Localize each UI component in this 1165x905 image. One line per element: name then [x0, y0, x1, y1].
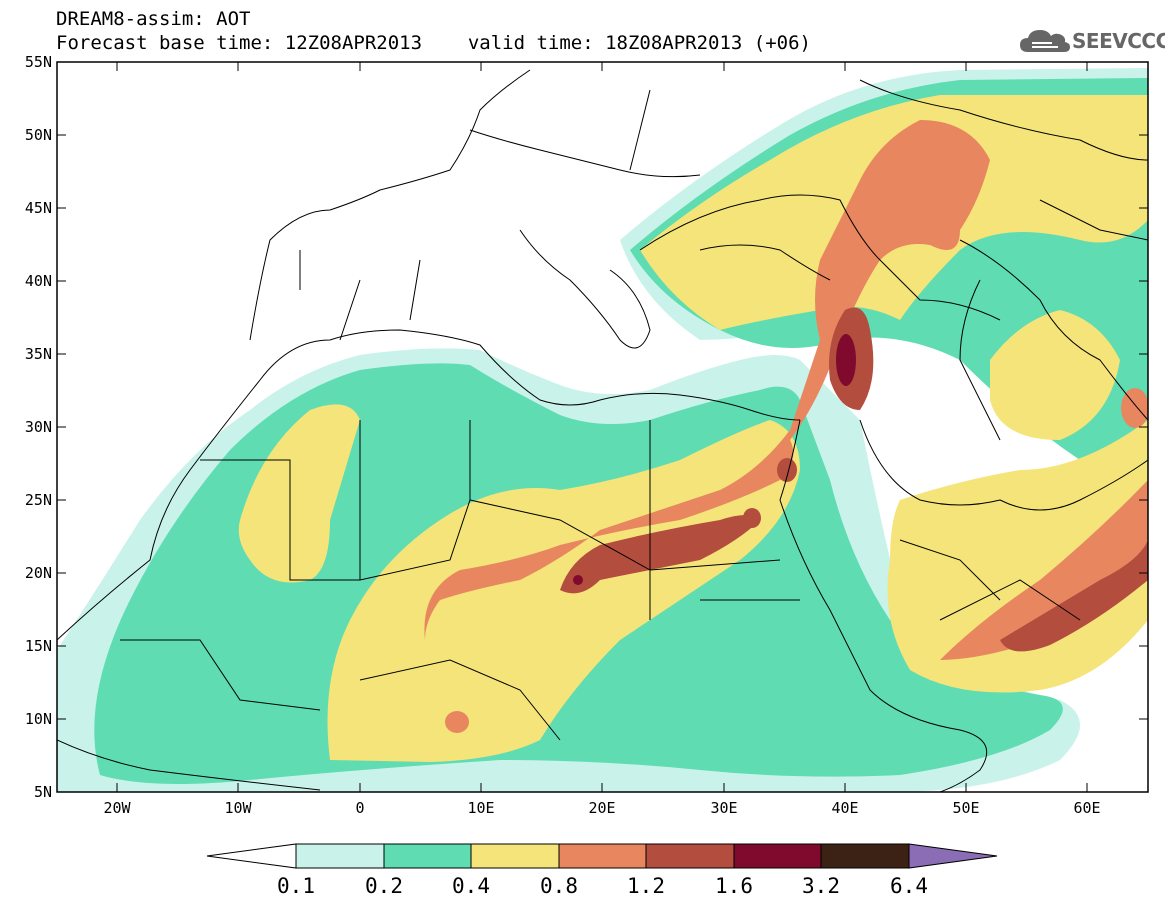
- logo-text: SEEVCCC: [1072, 29, 1165, 53]
- colorbar-labels: 0.1 0.2 0.4 0.8 1.2 1.6 3.2 6.4: [277, 874, 928, 898]
- aot-band-1.6: [836, 334, 856, 386]
- lon-label: 40E: [831, 799, 858, 817]
- colorbar-swatch: [820, 843, 910, 869]
- colorbar-label: 0.8: [540, 874, 578, 898]
- colorbar-label: 1.2: [627, 874, 665, 898]
- time-info: Forecast base time: 12Z08APR2013 valid t…: [56, 32, 811, 54]
- lon-label: 10E: [467, 799, 494, 817]
- aot-band-1.2: [560, 515, 760, 594]
- colorbar-label: 6.4: [890, 874, 928, 898]
- colorbar-swatch: [733, 843, 822, 869]
- colorbar-high-arrow: [908, 843, 998, 869]
- colorbar-label: 0.1: [277, 874, 315, 898]
- colorbar: [206, 843, 998, 869]
- colorbar-swatch: [295, 843, 385, 869]
- lat-axis: 55N 50N 45N 40N 35N 30N 25N 20N 15N 10N …: [25, 53, 1148, 801]
- lat-label: 35N: [25, 345, 52, 363]
- colorbar-label: 1.6: [715, 874, 753, 898]
- lon-label: 0: [355, 799, 364, 817]
- lat-label: 10N: [25, 710, 52, 728]
- lon-label: 20E: [588, 799, 615, 817]
- lon-label: 60E: [1073, 799, 1100, 817]
- aot-band-0.4-west: [238, 404, 360, 583]
- lon-label: 50E: [952, 799, 979, 817]
- seevccc-logo: SEEVCCC: [1018, 26, 1165, 56]
- colorbar-swatch: [645, 843, 735, 869]
- colorbar-label: 0.2: [365, 874, 403, 898]
- colorbar-swatch: [558, 843, 647, 869]
- lat-label: 25N: [25, 491, 52, 509]
- aot-band-0.8-spot-east: [1121, 388, 1148, 428]
- aot-band-1.6-spot: [573, 575, 583, 585]
- lat-label: 15N: [25, 637, 52, 655]
- lat-label: 45N: [25, 199, 52, 217]
- coastlines: [57, 69, 1148, 792]
- colorbar-label: 3.2: [802, 874, 840, 898]
- aot-fields: [57, 62, 1148, 792]
- lat-label: 20N: [25, 564, 52, 582]
- aot-band-0.4-iran: [990, 310, 1120, 440]
- cloud-icon: [1020, 30, 1070, 52]
- colorbar-swatch: [383, 843, 472, 869]
- lon-label: 20W: [103, 799, 131, 817]
- aot-band-0.8-spot: [445, 711, 469, 733]
- lat-label: 40N: [25, 272, 52, 290]
- lon-label: 30E: [710, 799, 737, 817]
- base-time-label: Forecast base time: 12Z08APR2013: [56, 32, 423, 54]
- aot-band-1.2-spot2: [743, 508, 761, 528]
- lat-label: 50N: [25, 126, 52, 144]
- colorbar-label: 0.4: [452, 874, 490, 898]
- lon-label: 10W: [224, 799, 252, 817]
- chart-title: DREAM8-assim: AOT: [56, 8, 251, 30]
- valid-time-label: valid time: 18Z08APR2013 (+06): [467, 32, 811, 54]
- aot-band-1.2-arabia: [1000, 540, 1148, 652]
- colorbar-swatch: [470, 843, 560, 869]
- aot-band-1.2-spot: [777, 458, 797, 482]
- lat-label: 30N: [25, 418, 52, 436]
- colorbar-low-arrow: [206, 843, 297, 869]
- lon-axis: 20W 10W 0 10E 20E 30E 40E 50E 60E: [103, 62, 1101, 817]
- aot-band-0.8: [424, 120, 990, 640]
- lat-label: 5N: [34, 783, 52, 801]
- lat-label: 55N: [25, 53, 52, 71]
